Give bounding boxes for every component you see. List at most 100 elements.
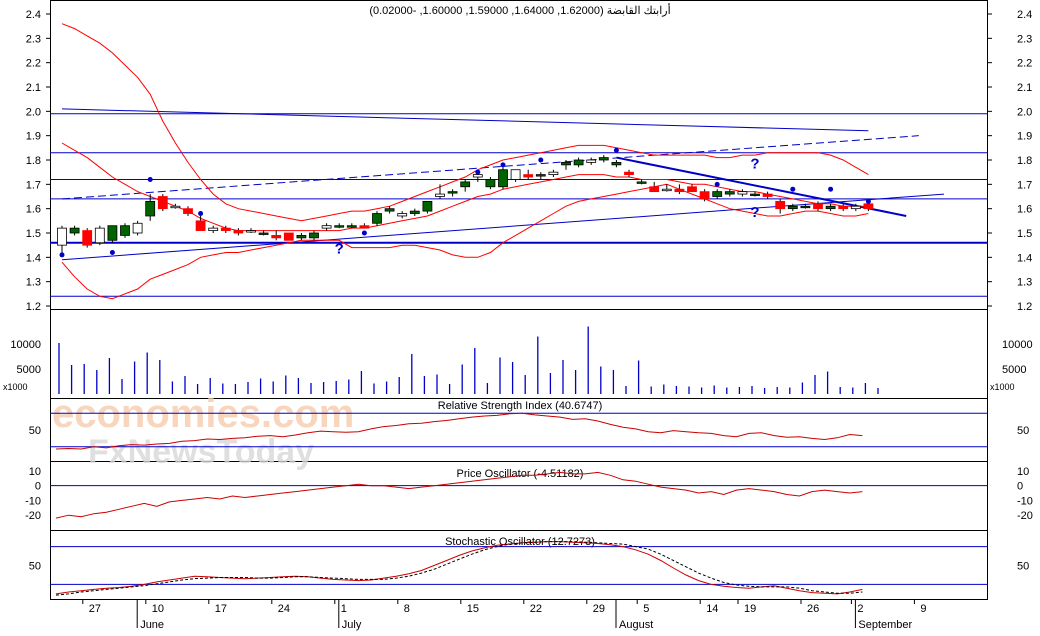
candle-body	[334, 225, 345, 228]
candle-body	[246, 230, 256, 233]
price-candle	[57, 225, 67, 255]
price-candle	[346, 223, 357, 229]
candle-body	[321, 225, 332, 229]
price-axis-label-left: 1.6	[26, 204, 41, 216]
volume-unit-left: x1000	[3, 382, 28, 392]
watermark-brand: economies.com	[52, 392, 354, 436]
price-candle	[750, 191, 760, 197]
candle-body	[69, 227, 80, 234]
price-candle	[548, 169, 559, 178]
price-axis-label-right: 1.9	[1017, 131, 1032, 143]
price-upper-band-line	[61, 23, 869, 222]
price-candle	[246, 228, 256, 233]
price-axis-label-right: 1.8	[1017, 155, 1032, 167]
indicator-line-price-osc-0	[55, 471, 863, 519]
indicator-line-rsi-0	[55, 412, 863, 450]
rsi-title: Relative Strength Index (40.6747)	[438, 400, 603, 412]
price-axis-label-left: 2.0	[26, 106, 41, 118]
candle-body	[157, 196, 168, 210]
price-candle	[94, 225, 105, 246]
x-axis-month-label: July	[342, 619, 362, 631]
x-axis-day-label: 27	[89, 603, 101, 615]
price-candle	[649, 181, 660, 193]
price-axis-label-left: 1.8	[26, 155, 41, 167]
price-axis-label-left: 1.9	[26, 131, 41, 143]
price-candle	[586, 157, 597, 165]
candle-body	[762, 193, 773, 197]
candle-body	[422, 200, 433, 212]
price-candle	[170, 203, 181, 209]
candle-body	[296, 235, 307, 239]
volume-axis-label-left: 5000	[17, 364, 41, 376]
candle-body	[687, 186, 697, 193]
candle-body	[674, 188, 685, 193]
x-axis-day-label: 15	[467, 603, 479, 615]
indicator-axis-label-left: 0	[35, 481, 41, 493]
candle-body	[498, 169, 508, 188]
indicator-axis-label-right: -20	[1017, 510, 1033, 522]
candle-body	[233, 230, 244, 234]
signal-dot-marker	[109, 249, 115, 255]
volume-axis-label-right: 10000	[1002, 339, 1033, 351]
price-axis-label-right: 1.4	[1017, 252, 1032, 264]
candle-body	[838, 205, 849, 210]
volume-unit-right: x1000	[990, 382, 1015, 392]
price-candle	[624, 169, 634, 178]
price-candle	[321, 223, 332, 231]
candle-body	[435, 193, 445, 197]
price-candle	[309, 230, 319, 241]
price-axis-label-right: 2.0	[1017, 106, 1032, 118]
x-axis-day-label: 10	[152, 603, 164, 615]
price-axis-label-right: 1.7	[1017, 179, 1032, 191]
price-candle	[825, 203, 836, 212]
price-oscillator-title: Price Oscillator (-4.51182)	[457, 468, 584, 480]
x-axis-month-label: September	[858, 619, 912, 631]
candle-body	[699, 191, 710, 200]
price-candle	[409, 208, 420, 216]
candle-body	[561, 162, 571, 166]
candle-body	[346, 225, 357, 228]
x-axis-day-label: 24	[278, 603, 290, 615]
candle-body	[397, 213, 408, 217]
price-candle	[359, 223, 370, 229]
indicator-axis-label-right: 0	[1017, 481, 1023, 493]
indicator-line-stochastic-1	[55, 541, 863, 596]
price-axis-label-left: 2.2	[26, 58, 41, 70]
x-axis-day-label: 26	[807, 603, 819, 615]
price-candle	[498, 167, 508, 190]
price-candle	[195, 215, 206, 231]
price-candle	[573, 157, 584, 168]
price-candle	[510, 169, 521, 182]
x-axis-day-label: 5	[643, 603, 649, 615]
price-candle	[157, 194, 168, 212]
candle-body	[120, 225, 130, 236]
candle-body	[510, 169, 521, 180]
stochastic-title: Stochastic Oscillator (12.7273)	[445, 536, 595, 548]
price-candle	[397, 211, 408, 219]
price-candle	[813, 201, 823, 212]
price-candle	[787, 203, 798, 212]
price-axis-label-left: 1.2	[26, 301, 41, 313]
price-candle	[598, 155, 609, 163]
candle-body	[145, 200, 156, 217]
candle-body	[409, 210, 420, 214]
candle-body	[372, 213, 382, 224]
watermark-sub: FxNewsToday	[88, 433, 314, 471]
price-candle	[145, 194, 156, 221]
x-axis-month-label: August	[619, 619, 653, 631]
candle-body	[750, 193, 760, 196]
price-candle	[775, 198, 786, 214]
price-candle	[233, 228, 244, 236]
candle-body	[208, 227, 219, 231]
chart-marks: 1.2 1.2 1.3 1.3 1.4 1.4 1.5 1.5 1.6 1.6 1.7 1.7 1.8 1…	[10, 9, 1033, 631]
candle-body	[82, 230, 93, 246]
candle-body	[107, 225, 118, 241]
x-axis-day-label: 17	[215, 603, 227, 615]
price-candle	[485, 177, 496, 190]
signal-dot-marker	[538, 157, 544, 163]
price-axis-label-left: 2.1	[26, 82, 41, 94]
candle-body	[813, 203, 823, 210]
candle-body	[624, 171, 634, 176]
indicator-axis-label-right: 10	[1017, 466, 1029, 478]
